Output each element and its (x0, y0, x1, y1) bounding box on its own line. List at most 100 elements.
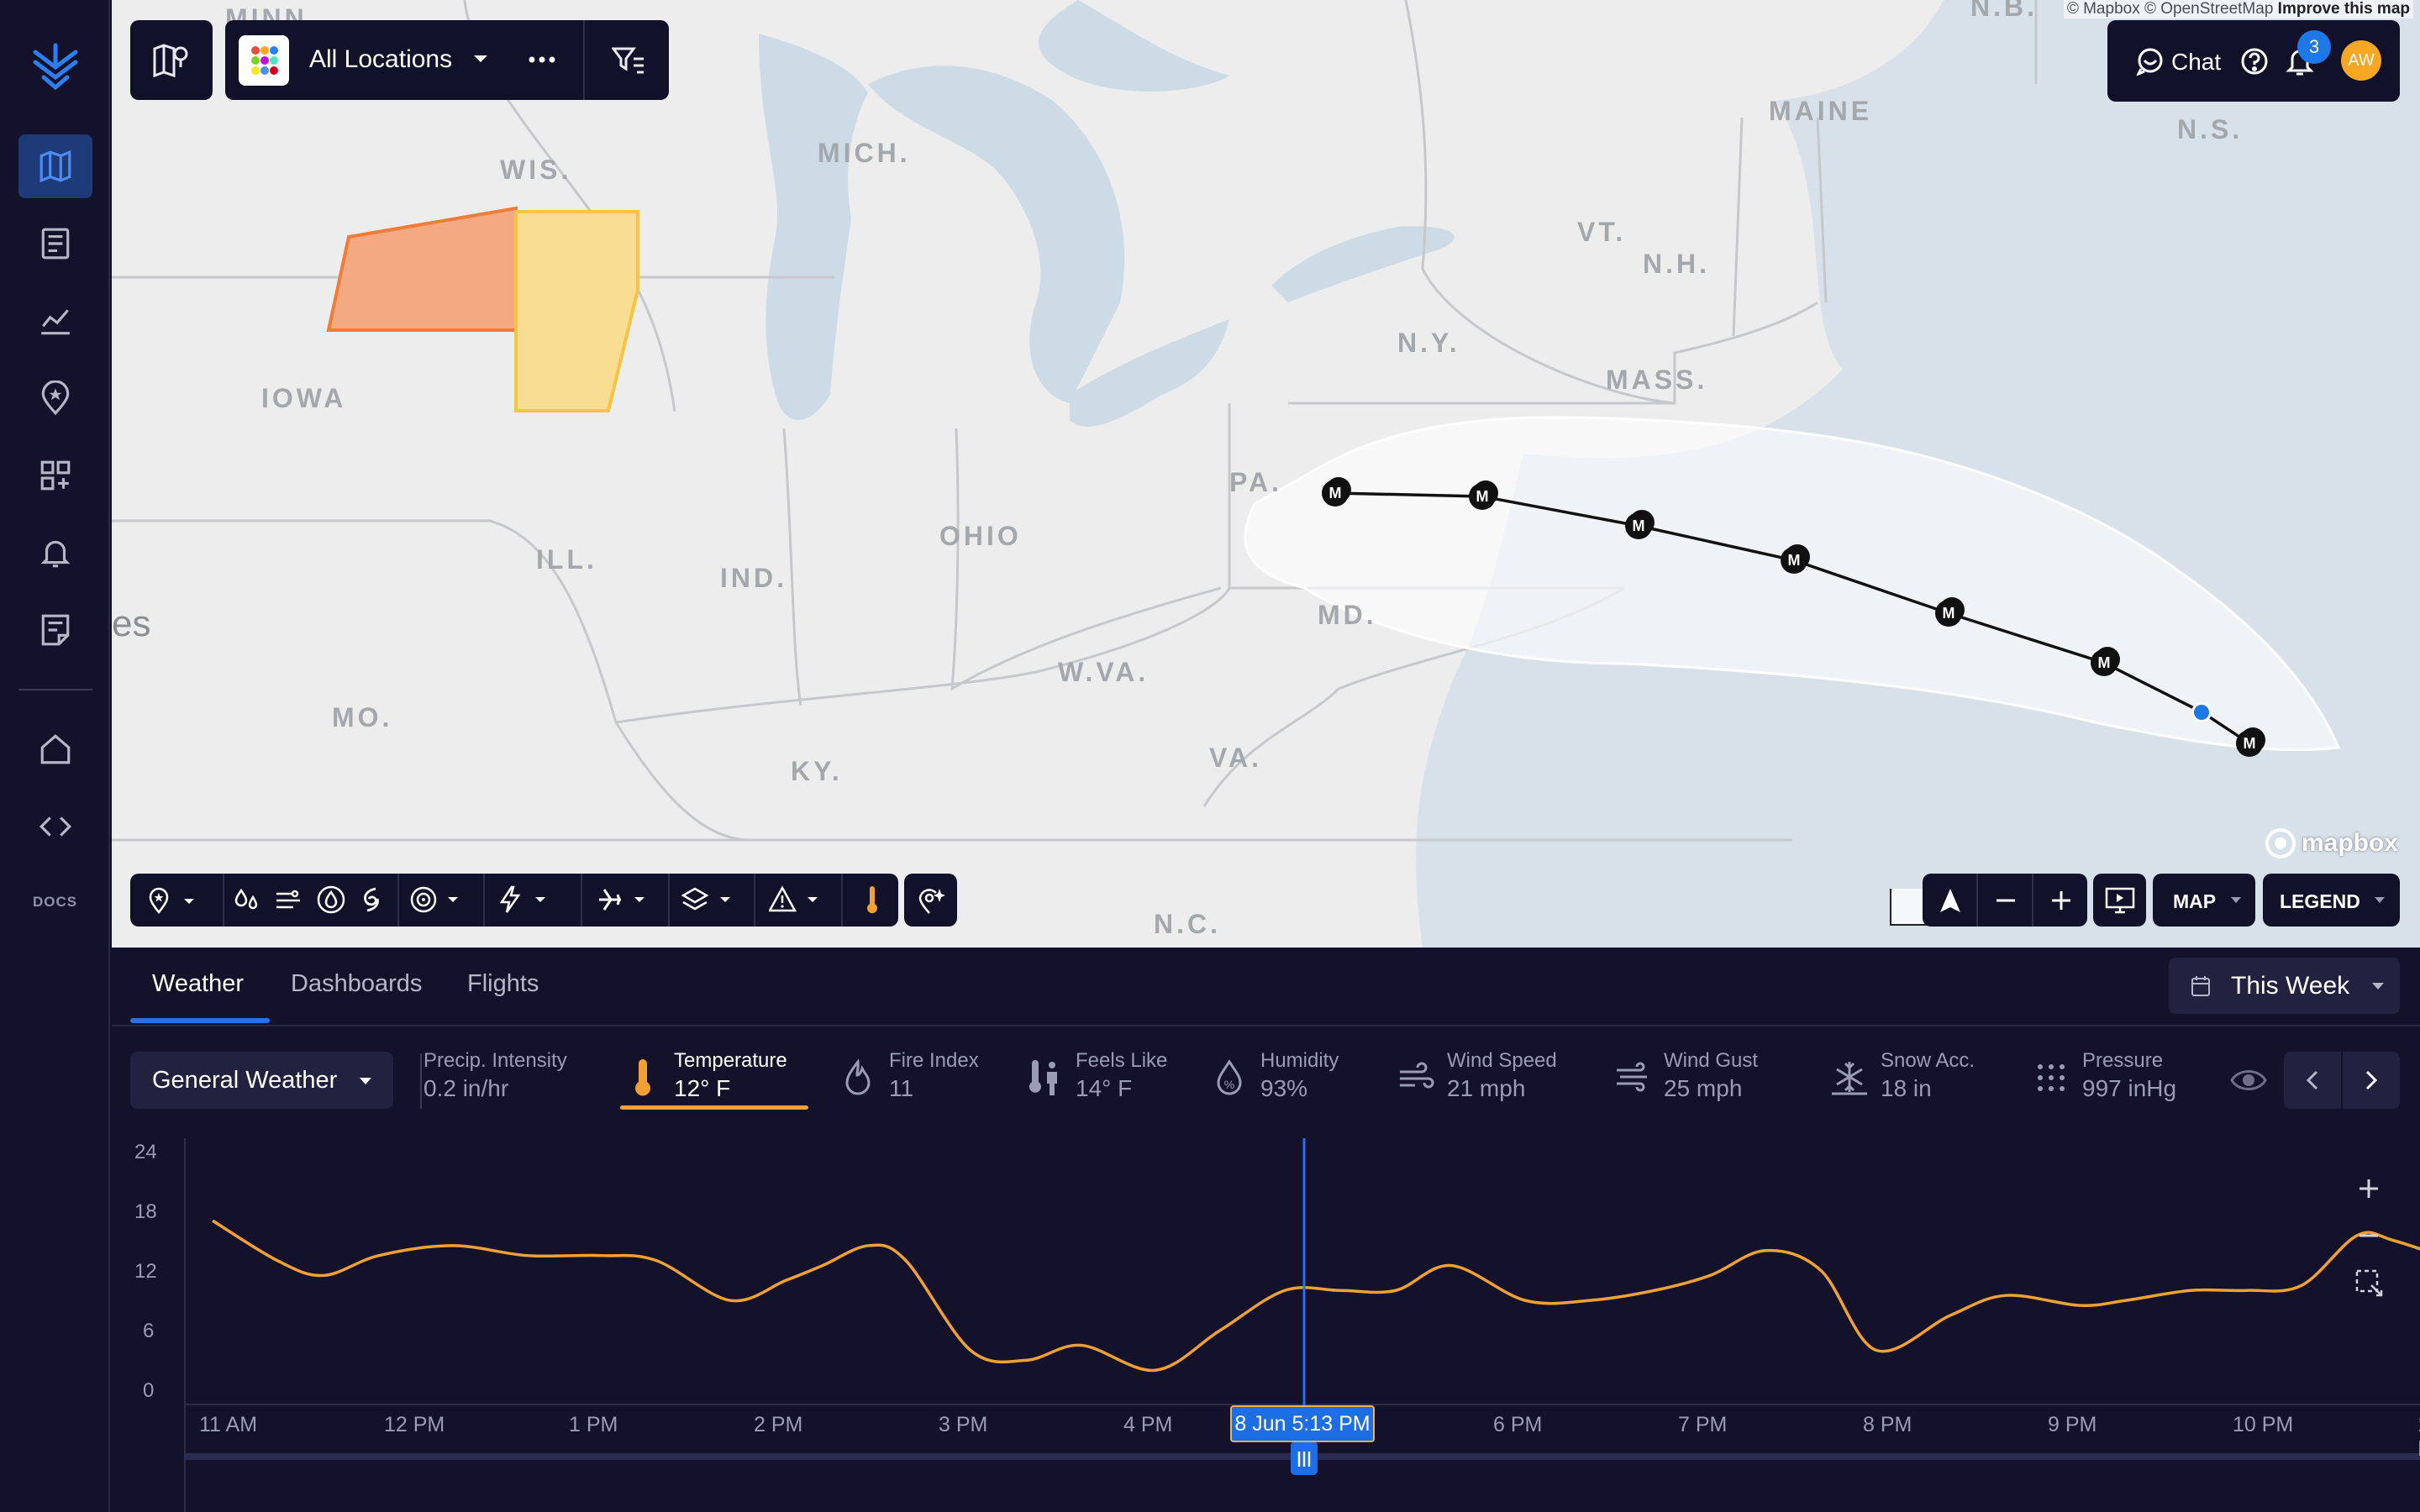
sidebar-item-alerts[interactable] (18, 521, 92, 585)
map-menu-button[interactable] (130, 20, 213, 100)
wind-layer-icon[interactable] (275, 887, 303, 914)
x-tick-label: 8 PM (1863, 1413, 1912, 1436)
legend-dropdown[interactable]: LEGEND (2263, 874, 2400, 927)
thermometer-icon (635, 1059, 650, 1096)
presentation-mode-button[interactable] (2093, 874, 2146, 927)
metric-label: Fire Index (889, 1049, 979, 1072)
sidebar-item-code[interactable] (18, 795, 92, 858)
location-dropdown[interactable]: All Locations (309, 45, 453, 73)
category-dropdown[interactable]: General Weather (130, 1052, 393, 1109)
map-label: MAINE (1769, 96, 1873, 126)
alerts-layer-icon[interactable] (769, 885, 824, 914)
x-tick-label: 10 PM (2233, 1413, 2294, 1436)
location-pin-icon[interactable] (147, 887, 201, 914)
bell-icon (40, 540, 71, 568)
metric-wind-speed[interactable]: Wind Speed 21 mph (1393, 1047, 1561, 1109)
toolbar-divider (583, 20, 585, 100)
hurricane-marker[interactable]: M (1625, 512, 1652, 539)
metric-pressure[interactable]: Pressure 997 inHg (2028, 1047, 2196, 1109)
hurricane-marker[interactable]: M (1781, 547, 1807, 574)
x-tick-label: 3 PM (939, 1413, 988, 1436)
map-style-dropdown[interactable]: MAP (2153, 874, 2255, 927)
tab-weather[interactable]: Weather (152, 970, 245, 997)
map-label: N.Y. (1397, 328, 1460, 358)
storm-current-position-dot[interactable] (2191, 702, 2212, 722)
map-view[interactable]: MINN. WIS. MICH. MAINE N.B. N.S. VT. N.H… (112, 0, 2420, 948)
map-label: N.H. (1643, 249, 1710, 279)
user-avatar[interactable]: AW (2341, 40, 2381, 81)
chart-zoom-out-icon[interactable] (2356, 1223, 2381, 1248)
metrics-prev-button[interactable] (2284, 1052, 2341, 1109)
sidebar-item-list[interactable] (18, 212, 92, 276)
filter-icon[interactable] (612, 45, 645, 76)
hurricane-marker[interactable]: M (1322, 480, 1349, 507)
precipitation-layer-icon[interactable] (234, 887, 263, 914)
sidebar-item-map[interactable] (18, 134, 92, 198)
sidebar: DOCS (0, 0, 110, 1512)
improve-map-link[interactable]: Improve this map (2277, 0, 2410, 18)
pressure-icon (2038, 1064, 2065, 1091)
docs-link[interactable]: DOCS (32, 894, 78, 910)
map-label: IOWA (261, 383, 347, 413)
hurricane-marker[interactable]: M (2091, 649, 2118, 676)
tab-dashboards[interactable]: Dashboards (291, 970, 423, 997)
chat-button[interactable]: Chat (2171, 49, 2222, 75)
map-attribution: © Mapbox © OpenStreetMap Improve this ma… (2063, 0, 2413, 18)
mapbox-logo-icon (2265, 828, 2296, 858)
tab-flights[interactable]: Flights (467, 970, 539, 997)
eye-icon[interactable] (2230, 1062, 2267, 1099)
metric-value: 14° F (1076, 1075, 1133, 1101)
sidebar-item-notes[interactable] (18, 598, 92, 662)
sidebar-item-home[interactable] (18, 717, 92, 781)
hurricane-marker[interactable]: M (2236, 730, 2263, 757)
metric-snow-acc[interactable]: Snow Acc. 18 in (1827, 1047, 1995, 1109)
chart-zoom-select-icon[interactable] (2354, 1268, 2383, 1297)
hurricane-marker[interactable]: M (1935, 600, 1962, 627)
help-icon[interactable] (2240, 47, 2269, 76)
metric-humidity[interactable]: % Humidity 93% (1207, 1047, 1375, 1109)
app-logo-icon[interactable] (30, 42, 81, 92)
metric-value: 93% (1260, 1075, 1308, 1101)
lightning-layer-icon[interactable] (497, 885, 552, 914)
metric-fire-index[interactable]: Fire Index 11 (835, 1047, 1003, 1109)
metric-feels-like[interactable]: Feels Like 14° F (1022, 1047, 1190, 1109)
date-range-label: This Week (2231, 971, 2350, 1000)
metrics-next-button[interactable] (2343, 1052, 2400, 1109)
metric-label: Wind Speed (1447, 1049, 1557, 1072)
zoom-in-icon[interactable] (2049, 887, 2074, 914)
sidebar-item-widgets[interactable] (18, 444, 92, 507)
y-tick-label: 6 (143, 1320, 155, 1342)
date-range-dropdown[interactable]: This Week (2169, 958, 2400, 1014)
compass-icon[interactable] (1938, 887, 1963, 914)
layers-icon[interactable] (681, 885, 737, 914)
chevron-down-icon[interactable] (472, 54, 489, 66)
chevron-down-icon (2231, 897, 2241, 903)
chart-zoom-in-icon[interactable] (2356, 1176, 2381, 1201)
fire-layer-icon[interactable] (317, 885, 345, 914)
sidebar-item-locations[interactable] (18, 366, 92, 430)
map-zoom-controls (1923, 874, 2087, 927)
chevron-down-icon (2372, 982, 2385, 990)
add-ai-layer-button[interactable] (904, 874, 957, 927)
presentation-icon (2105, 887, 2135, 914)
hurricane-layer-icon[interactable] (359, 885, 384, 914)
metric-label: Feels Like (1076, 1049, 1168, 1072)
radar-layer-icon[interactable] (409, 885, 465, 914)
metric-wind-gust[interactable]: Wind Gust 25 mph (1610, 1047, 1778, 1109)
y-tick-label: 18 (134, 1200, 157, 1223)
sidebar-item-chart[interactable] (18, 289, 92, 353)
map-label: MASS. (1606, 365, 1708, 395)
zoom-out-icon[interactable] (1993, 887, 2018, 914)
metric-temperature[interactable]: Temperature 12° F (620, 1047, 808, 1110)
metric-precip-intensity[interactable]: Precip. Intensity 0.2 in/hr (420, 1047, 567, 1109)
metric-value: 12° F (674, 1075, 731, 1101)
metric-value: 18 in (1881, 1075, 1932, 1101)
more-options-icon[interactable] (528, 54, 556, 66)
temperature-layer-icon[interactable] (863, 885, 881, 916)
hurricane-marker[interactable]: M (1469, 483, 1496, 510)
feels-like-icon (1029, 1060, 1057, 1095)
map-label: ILL. (536, 544, 597, 575)
flights-layer-icon[interactable] (596, 885, 651, 914)
sidebar-divider (18, 689, 92, 690)
